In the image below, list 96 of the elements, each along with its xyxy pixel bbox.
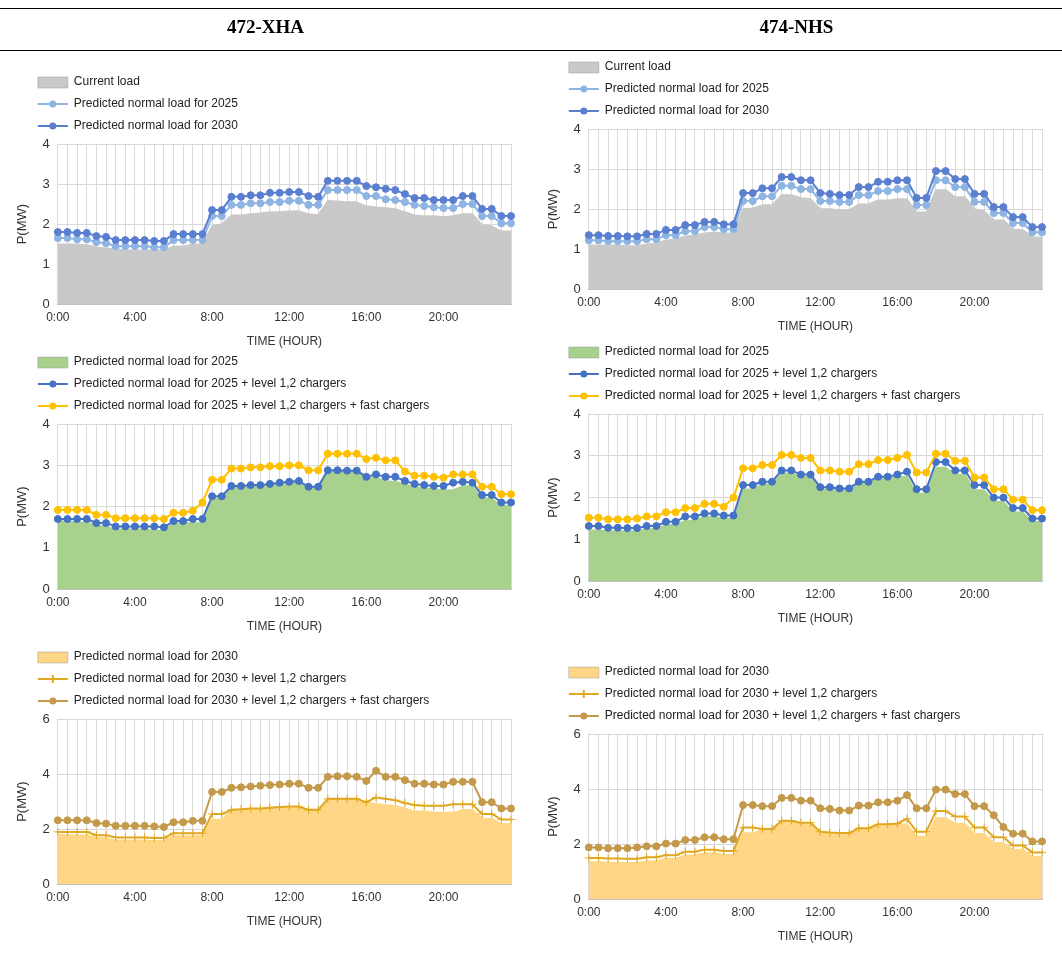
legend-label: Predicted normal load for 2030 + level 1,2 chargers — [73, 671, 347, 686]
chart-title: 472-XHA — [225, 16, 306, 38]
x-tick-label: 0:00 — [577, 904, 601, 919]
x-tick-label: 8:00 — [731, 904, 756, 919]
y-axis-title: P(MW) — [14, 203, 30, 245]
legend-label: Predicted normal load for 2025 + level 1,2 chargers + fast chargers — [73, 398, 430, 413]
x-tick-label: 12:00 — [274, 594, 305, 609]
x-axis-title: TIME (HOUR) — [777, 929, 854, 944]
x-tick-label: 0:00 — [577, 586, 601, 601]
y-tick-label: 3 — [42, 456, 50, 472]
x-tick-label: 4:00 — [123, 889, 147, 904]
y-tick-label: 0 — [573, 572, 581, 588]
x-tick-label: 0:00 — [46, 309, 70, 324]
x-tick-label: 0:00 — [46, 889, 70, 904]
x-tick-label: 12:00 — [274, 889, 305, 904]
x-tick-label: 4:00 — [654, 586, 678, 601]
x-tick-label: 12:00 — [805, 294, 836, 309]
y-tick-label: 4 — [42, 415, 50, 431]
x-axis-title: TIME (HOUR) — [246, 914, 323, 929]
y-tick-label: 2 — [573, 200, 581, 216]
y-tick-label: 1 — [573, 530, 581, 546]
legend-label: Predicted normal load for 2030 — [73, 649, 239, 664]
y-tick-label: 3 — [573, 447, 581, 463]
x-tick-label: 4:00 — [654, 294, 678, 309]
legend-label: Predicted normal load for 2030 — [604, 103, 770, 118]
y-axis-title: P(MW) — [545, 796, 561, 837]
legend-label: Predicted normal load for 2025 + level 1,2 chargers — [604, 366, 878, 381]
x-axis-title: TIME (HOUR) — [246, 334, 323, 349]
x-tick-label: 12:00 — [274, 309, 305, 324]
x-tick-label: 16:00 — [351, 594, 382, 609]
x-tick-label: 8:00 — [200, 889, 225, 904]
legend-label: Predicted normal load for 2030 + level 1,2 chargers + fast chargers — [73, 693, 430, 708]
x-tick-label: 20:00 — [959, 586, 990, 601]
x-tick-label: 16:00 — [351, 889, 382, 904]
x-tick-label: 16:00 — [882, 586, 913, 601]
y-tick-label: 6 — [42, 710, 50, 726]
x-tick-label: 8:00 — [731, 586, 756, 601]
y-axis-title: P(MW) — [545, 477, 561, 518]
x-tick-label: 20:00 — [959, 294, 990, 309]
y-tick-label: 0 — [42, 875, 50, 891]
x-tick-label: 12:00 — [805, 586, 836, 601]
x-axis-title: TIME (HOUR) — [246, 619, 323, 634]
y-tick-label: 2 — [42, 498, 50, 514]
y-tick-label: 3 — [42, 175, 50, 191]
y-axis-title: P(MW) — [14, 781, 30, 822]
x-tick-label: 4:00 — [123, 309, 147, 324]
x-axis-title: TIME (HOUR) — [777, 611, 854, 626]
x-tick-label: 20:00 — [428, 309, 459, 324]
legend-label: Predicted normal load for 2025 — [73, 354, 239, 369]
y-tick-label: 2 — [573, 835, 581, 851]
y-axis-title: P(MW) — [545, 188, 561, 230]
x-axis-title: TIME (HOUR) — [777, 319, 854, 334]
legend-label: Current load — [604, 59, 671, 74]
legend-label: Predicted normal load for 2025 — [73, 96, 239, 111]
x-tick-label: 20:00 — [959, 904, 990, 919]
y-tick-label: 4 — [42, 135, 50, 151]
y-tick-label: 0 — [573, 280, 581, 296]
y-tick-label: 6 — [573, 725, 581, 741]
y-tick-label: 1 — [42, 255, 50, 271]
x-tick-label: 16:00 — [882, 904, 913, 919]
y-tick-label: 0 — [42, 295, 50, 311]
legend-label: Predicted normal load for 2025 — [604, 81, 770, 96]
y-tick-label: 4 — [573, 120, 581, 136]
x-tick-label: 12:00 — [805, 904, 836, 919]
y-tick-label: 2 — [42, 820, 50, 836]
y-axis-title: P(MW) — [14, 486, 30, 527]
x-tick-label: 16:00 — [882, 294, 913, 309]
y-tick-label: 1 — [573, 240, 581, 256]
y-tick-label: 0 — [42, 580, 50, 596]
legend-label: Predicted normal load for 2030 — [604, 664, 770, 679]
x-tick-label: 8:00 — [731, 294, 756, 309]
x-tick-label: 0:00 — [46, 594, 70, 609]
legend-label: Predicted normal load for 2025 — [604, 344, 770, 359]
x-tick-label: 16:00 — [351, 309, 382, 324]
x-tick-label: 20:00 — [428, 594, 459, 609]
x-tick-label: 0:00 — [577, 294, 601, 309]
legend-label: Predicted normal load for 2030 + level 1,2 chargers + fast chargers — [604, 708, 961, 723]
legend-label: Predicted normal load for 2025 + level 1,2 chargers + fast chargers — [604, 388, 961, 403]
legend-label: Predicted normal load for 2030 + level 1,2 chargers — [604, 686, 878, 701]
y-tick-label: 0 — [573, 890, 581, 906]
legend-label: Current load — [73, 74, 140, 89]
x-tick-label: 4:00 — [123, 594, 147, 609]
y-tick-label: 2 — [573, 489, 581, 505]
legend-label: Predicted normal load for 2025 + level 1,2 chargers — [73, 376, 347, 391]
x-tick-label: 20:00 — [428, 889, 459, 904]
y-tick-label: 4 — [573, 780, 581, 796]
x-tick-label: 8:00 — [200, 309, 225, 324]
y-tick-label: 3 — [573, 160, 581, 176]
y-tick-label: 4 — [42, 765, 50, 781]
y-tick-label: 4 — [573, 405, 581, 421]
legend-label: Predicted normal load for 2030 — [73, 118, 239, 133]
x-tick-label: 4:00 — [654, 904, 678, 919]
y-tick-label: 2 — [42, 215, 50, 231]
x-tick-label: 8:00 — [200, 594, 225, 609]
chart-title: 474-NHS — [758, 16, 835, 38]
y-tick-label: 1 — [42, 539, 50, 555]
